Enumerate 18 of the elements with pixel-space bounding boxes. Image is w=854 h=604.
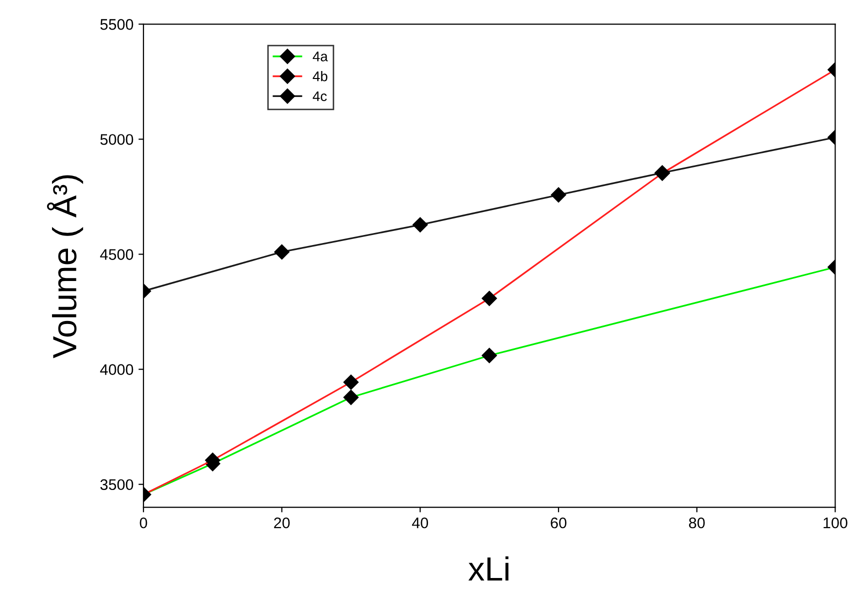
- y-tick-label: 5000: [100, 134, 134, 145]
- y-axis-title: Volume ( Å³): [46, 175, 84, 358]
- x-tick-label: 100: [824, 517, 848, 528]
- x-tick-label: 40: [412, 517, 428, 528]
- x-tick-label: 60: [550, 517, 566, 528]
- x-tick-label: 20: [274, 517, 290, 528]
- x-axis-title: xLi: [468, 556, 508, 580]
- y-tick-label: 4000: [100, 364, 134, 375]
- x-tick-label: 80: [689, 517, 705, 528]
- y-tick-label: 5500: [100, 19, 134, 30]
- legend-label: 4a: [312, 52, 328, 62]
- point: [550, 187, 566, 202]
- x-tick-label: 0: [140, 517, 148, 528]
- y-tick-label: 4500: [100, 249, 134, 260]
- y-tick-label: 3500: [100, 479, 134, 490]
- point: [412, 217, 428, 232]
- legend-label: 4c: [312, 91, 327, 102]
- legend-label: 4b: [312, 71, 328, 82]
